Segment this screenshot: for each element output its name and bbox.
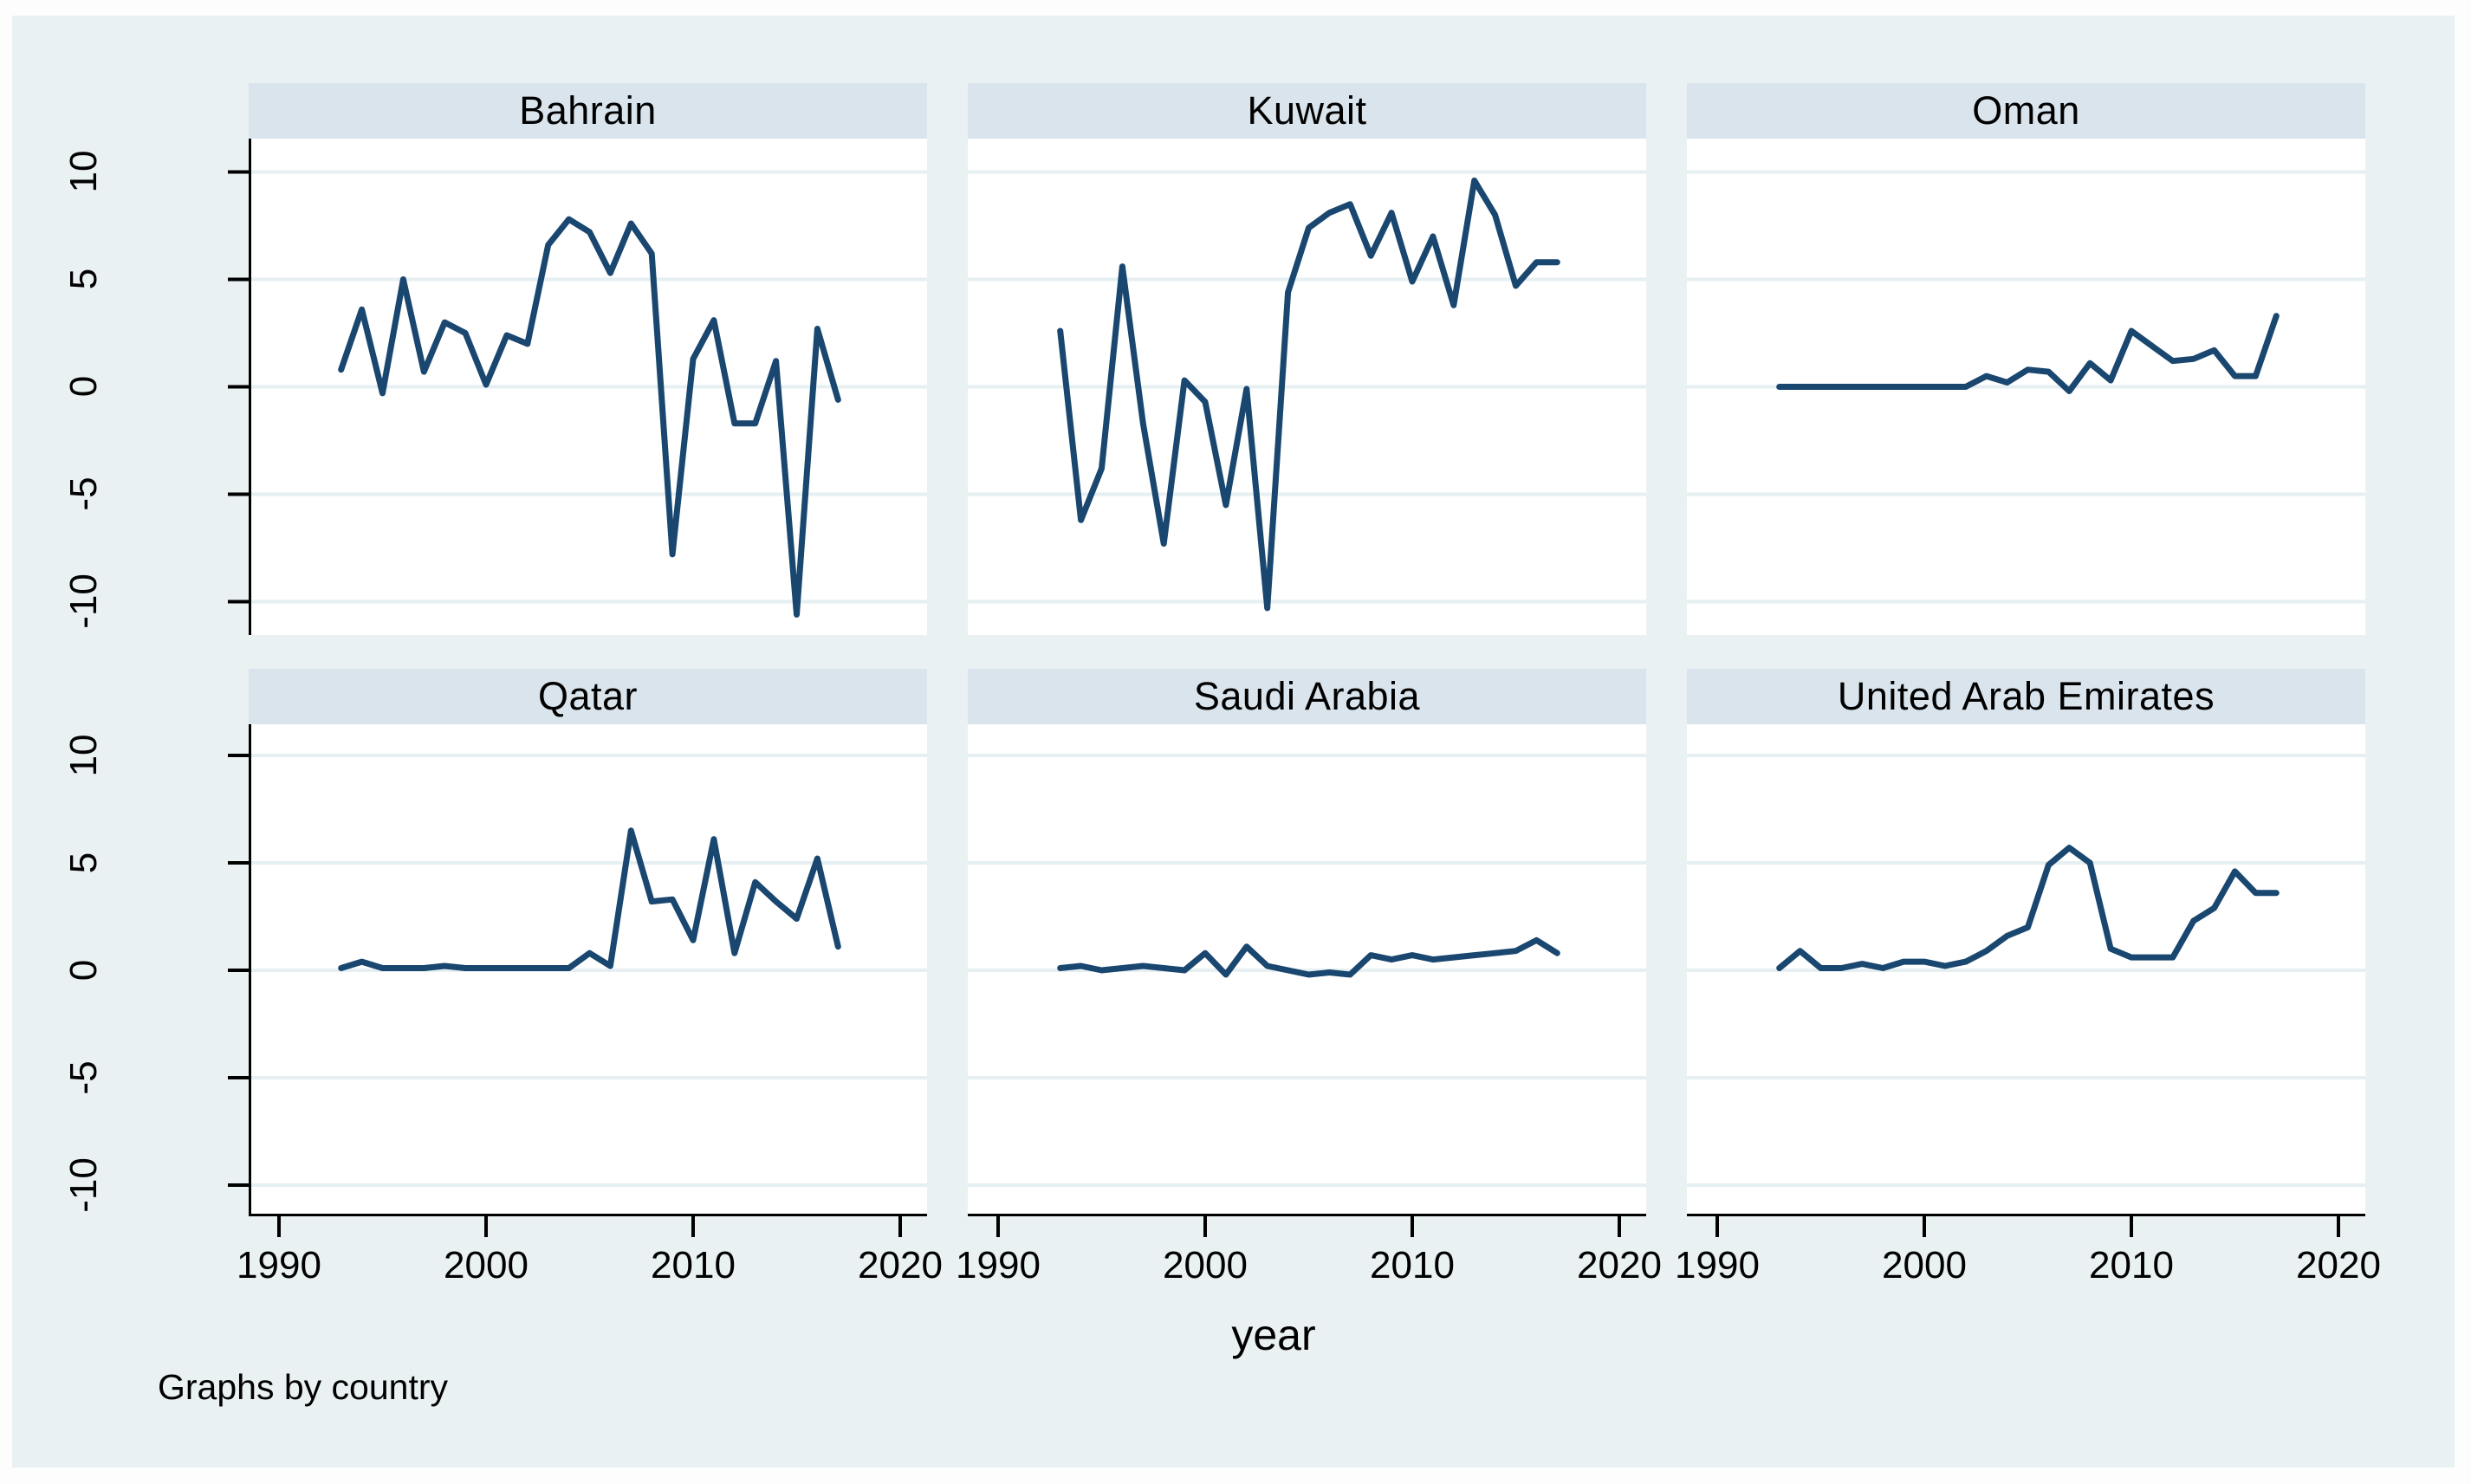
x-tick-label: 2000: [1882, 1244, 1967, 1286]
y-tick-label: 0: [62, 375, 105, 398]
panel-title-label: Saudi Arabia: [1193, 674, 1421, 718]
y-tick-label: 0: [62, 959, 105, 982]
line-plot-kuwait: [968, 139, 1646, 635]
y-tick-label: 5: [62, 852, 105, 874]
x-tick-label: 2020: [1577, 1244, 1662, 1286]
x-tick-label: 2010: [651, 1244, 736, 1286]
panel-title-qatar: Qatar: [249, 669, 927, 724]
panel-title-label: Kuwait: [1247, 88, 1367, 133]
y-tick-label: 10: [62, 734, 105, 777]
panel-title-label: Oman: [1972, 88, 2080, 133]
x-axis-title: year: [1231, 1311, 1316, 1359]
panel-title-label: Bahrain: [519, 88, 657, 133]
panel-title-oman: Oman: [1687, 83, 2365, 139]
x-tick-label: 2020: [858, 1244, 943, 1286]
line-plot-united-arab-emirates: [1687, 724, 2365, 1237]
y-tick-label: -10: [62, 574, 105, 629]
x-tick-label: 1990: [1675, 1244, 1760, 1286]
panel-title-label: Qatar: [537, 674, 639, 718]
y-tick-label: 10: [62, 150, 105, 193]
line-plot-qatar: [228, 724, 927, 1237]
x-tick-label: 2010: [1370, 1244, 1455, 1286]
by-note: Graphs by country: [158, 1367, 448, 1407]
panel-title-saudi-arabia: Saudi Arabia: [968, 669, 1646, 724]
line-plot-oman: [1687, 139, 2365, 635]
x-tick-label: 2000: [1163, 1244, 1248, 1286]
y-tick-label: -5: [62, 476, 105, 511]
y-tick-label: 5: [62, 268, 105, 290]
line-plot-bahrain: [228, 139, 927, 635]
x-tick-label: 2020: [2296, 1244, 2381, 1286]
panel-title-bahrain: Bahrain: [249, 83, 927, 139]
x-tick-label: 2010: [2089, 1244, 2174, 1286]
y-tick-label: -10: [62, 1157, 105, 1213]
y-tick-label: -5: [62, 1060, 105, 1095]
x-tick-label: 2000: [444, 1244, 529, 1286]
panel-title-united-arab-emirates: United Arab Emirates: [1687, 669, 2365, 724]
panel-title-kuwait: Kuwait: [968, 83, 1646, 139]
panel-title-label: United Arab Emirates: [1837, 674, 2215, 718]
x-tick-label: 1990: [237, 1244, 321, 1286]
line-plot-saudi-arabia: [968, 724, 1646, 1237]
x-tick-label: 1990: [956, 1244, 1041, 1286]
